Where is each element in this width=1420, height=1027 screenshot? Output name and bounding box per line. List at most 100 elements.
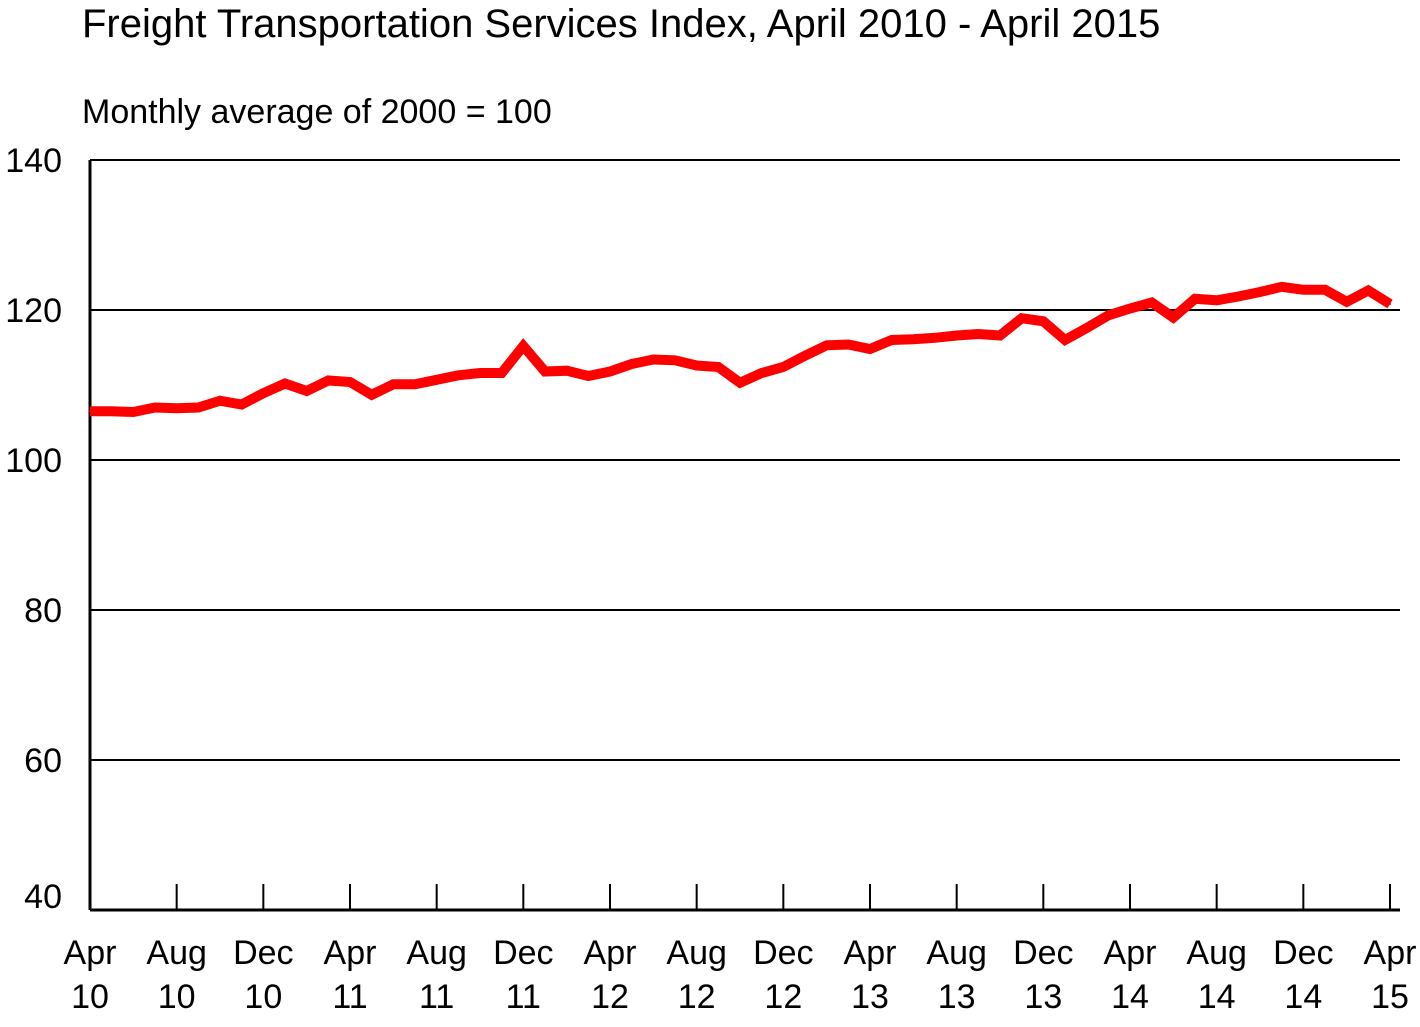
data-point	[782, 366, 784, 368]
data-point	[566, 370, 568, 372]
axes	[90, 160, 1400, 910]
x-tick-label-month: Aug	[406, 934, 467, 972]
data-point	[327, 380, 329, 382]
data-point	[436, 379, 438, 381]
data-point	[154, 407, 156, 409]
x-tick-label-month: Apr	[324, 934, 377, 972]
data-point	[1216, 299, 1218, 301]
x-tick-label-year: 14	[1198, 978, 1236, 1016]
data-point	[501, 372, 503, 374]
data-point	[1389, 303, 1391, 305]
data-point	[652, 359, 654, 361]
y-tick-label-80: 80	[24, 592, 62, 630]
data-point	[306, 390, 308, 392]
x-tick-label-year: 15	[1371, 978, 1409, 1016]
x-tick-label-year: 14	[1111, 978, 1149, 1016]
data-point	[1021, 317, 1023, 319]
data-point	[1237, 296, 1239, 298]
series-layer	[89, 286, 1391, 413]
data-point	[1064, 339, 1066, 341]
data-point	[197, 407, 199, 409]
data-point	[1042, 320, 1044, 322]
data-point	[392, 383, 394, 385]
data-point	[1367, 290, 1369, 292]
series-line	[90, 287, 1390, 412]
x-tick-label-year: 11	[332, 978, 367, 1016]
data-point	[804, 355, 806, 357]
data-point	[587, 375, 589, 377]
y-tick-label-120: 120	[5, 292, 62, 330]
x-tick-label-month: Apr	[64, 934, 117, 972]
data-point	[674, 359, 676, 361]
data-point	[1107, 314, 1109, 316]
x-tick-label-year: 12	[591, 978, 629, 1016]
x-tick-label-month: Apr	[1104, 934, 1157, 972]
x-tick-label-month: Apr	[844, 934, 897, 972]
data-point	[241, 404, 243, 406]
y-tick-label-60: 60	[24, 742, 62, 780]
x-tick-label-month: Apr	[584, 934, 637, 972]
y-axis-tick-labels: 40 60 80 100 120 140	[5, 142, 62, 916]
data-point	[522, 345, 524, 347]
data-point	[414, 383, 416, 385]
data-point	[1151, 302, 1153, 304]
x-axis-tick-labels: Apr 10 Aug 10 Dec 10 Apr 11 Aug 11 Dec 11 Apr 12 Aug 12…	[64, 934, 1417, 1016]
data-point	[1259, 291, 1261, 293]
data-point	[1324, 289, 1326, 291]
gridlines	[90, 160, 1400, 760]
x-tick-label-year: 14	[1284, 978, 1322, 1016]
x-tick-label-month: Aug	[1186, 934, 1247, 972]
data-point	[717, 366, 719, 368]
chart-title: Freight Transportation Services Index, A…	[82, 2, 1160, 46]
x-tick-label-month: Dec	[493, 934, 553, 972]
data-point	[1172, 317, 1174, 319]
data-point	[956, 335, 958, 337]
data-point	[479, 372, 481, 374]
data-point	[761, 372, 763, 374]
y-tick-label-100: 100	[5, 442, 62, 480]
x-tick-label-year: 10	[158, 978, 196, 1016]
data-point	[284, 383, 286, 385]
y-tick-label-140: 140	[5, 142, 62, 180]
data-point	[132, 411, 134, 413]
data-point	[1129, 308, 1131, 310]
data-point	[349, 381, 351, 383]
x-tick-label-year: 11	[419, 978, 454, 1016]
data-point	[609, 371, 611, 373]
data-point	[544, 371, 546, 373]
data-point	[869, 348, 871, 350]
chart-subtitle: Monthly average of 2000 = 100	[82, 93, 552, 131]
data-point	[1302, 289, 1304, 291]
data-point	[89, 410, 91, 412]
x-tick-label-year: 10	[244, 978, 282, 1016]
data-point	[1194, 298, 1196, 300]
data-point	[219, 400, 221, 402]
data-point	[934, 337, 936, 339]
x-tick-label-year: 12	[678, 978, 716, 1016]
data-point	[977, 333, 979, 335]
data-point	[1346, 301, 1348, 303]
data-point	[739, 382, 741, 384]
x-tick-label-month: Aug	[926, 934, 987, 972]
data-point	[891, 339, 893, 341]
x-tick-label-year: 12	[764, 978, 802, 1016]
data-point	[912, 338, 914, 340]
data-point	[262, 392, 264, 394]
x-tick-label-year: 13	[938, 978, 976, 1016]
data-point	[631, 363, 633, 365]
data-point	[696, 365, 698, 367]
x-tick-label-month: Apr	[1364, 934, 1417, 972]
data-point	[999, 335, 1001, 337]
data-point	[1281, 286, 1283, 288]
y-tick-label-40: 40	[24, 878, 62, 916]
x-tick-label-month: Aug	[146, 934, 207, 972]
data-point	[176, 407, 178, 409]
x-tick-label-month: Dec	[1013, 934, 1073, 972]
data-point	[371, 394, 373, 396]
data-point	[847, 344, 849, 346]
x-tick-label-month: Aug	[666, 934, 727, 972]
data-point	[457, 374, 459, 376]
x-tick-label-year: 13	[851, 978, 889, 1016]
